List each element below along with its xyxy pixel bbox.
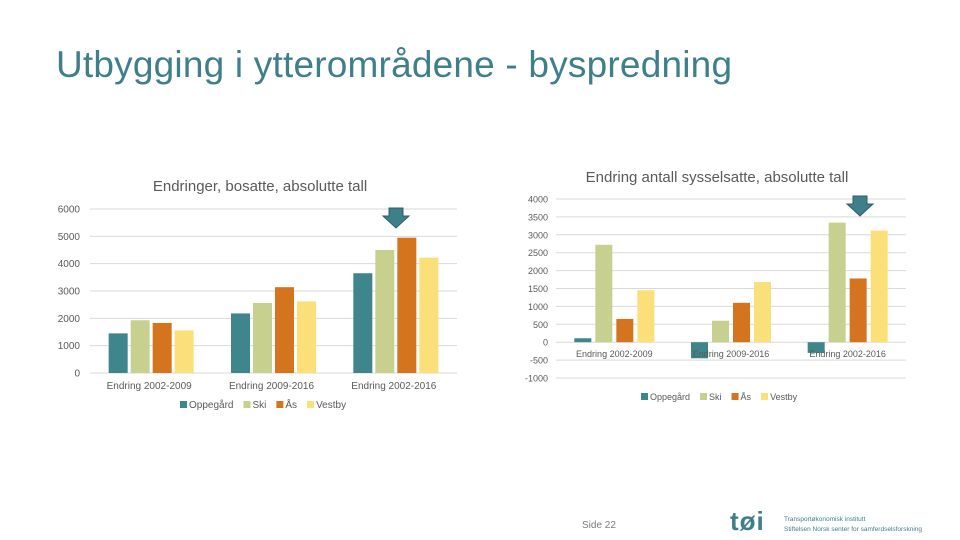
chart-2-bar-ski [712, 320, 729, 343]
chart-2-legend-swatch-vestby [761, 393, 769, 400]
chart-2-category-label: Endring 2002-2016 [809, 349, 886, 359]
chart-2-arrow-marker-icon [845, 195, 875, 217]
chart-2-bar-ås [616, 318, 634, 343]
chart-2-y-tick-label: -1000 [525, 374, 548, 384]
chart-2-legend-swatch-ski [700, 393, 708, 400]
chart-1-legend-label: Ås [285, 398, 297, 411]
chart-2-y-tick-label: 2500 [528, 248, 548, 258]
chart-2-bar-vestby [870, 230, 888, 343]
chart-2-legend-swatch-oppegård [641, 393, 648, 400]
chart-2-bar-ski [828, 222, 846, 343]
chart-2-category-label: Endring 2002-2009 [576, 349, 653, 359]
chart-2-bar-oppegård [691, 342, 708, 359]
chart-1-legend-swatch-ski [243, 401, 251, 408]
chart-2-legend-label: Ås [741, 392, 752, 402]
chart-1-legend-label: Vestby [316, 400, 346, 411]
chart-1-bar-ås [152, 322, 172, 373]
chart-2-y-tick-label: 3500 [528, 212, 548, 222]
chart-1-legend-label: Ski [252, 400, 266, 411]
chart-1-y-tick-label: 2000 [58, 314, 81, 325]
chart-2-y-tick-label: 1000 [528, 302, 548, 312]
chart-1-bar-oppegård [353, 273, 373, 373]
page-number: Side 22 [582, 520, 616, 531]
chart-2-y-tick-label: 2000 [528, 266, 548, 276]
chart-2-y-tick-label: -500 [530, 356, 548, 366]
chart-1-category-label: Endring 2009-2016 [229, 381, 315, 392]
chart-1-legend-swatch-vestby [307, 401, 315, 408]
chart-2-y-tick-label: 500 [533, 320, 548, 330]
chart-2-legend-label: Ski [709, 392, 722, 402]
chart-1-category-label: Endring 2002-2009 [107, 381, 193, 392]
chart-2-y-tick-label: 3000 [528, 230, 548, 240]
chart-1-bar-ås [275, 287, 294, 373]
chart-1-y-tick-label: 4000 [58, 259, 81, 270]
chart-2-y-tick-label: 0 [543, 338, 548, 348]
chart-2-bar-ås [849, 278, 867, 343]
chart-1-bar-ski [253, 303, 272, 373]
chart-2-bar-ås [733, 302, 750, 343]
chart-1-bar-vestby [174, 330, 194, 373]
chart-2-bar-vestby [754, 282, 771, 343]
logo-caption-line1: Transportøkonomisk institutt [784, 516, 866, 523]
chart-1-legend-swatch-oppegård [180, 401, 187, 408]
chart-2-y-tick-label: 4000 [528, 195, 548, 205]
slide-title: Utbygging i ytterområdene - byspredning [56, 44, 733, 85]
chart-1-bar-vestby [297, 301, 316, 373]
chart-2-bar-vestby [637, 290, 655, 343]
chart-2-bar-ski [595, 244, 613, 343]
chart-1-y-tick-label: 6000 [58, 205, 81, 216]
chart-2-bar-oppegård [807, 342, 825, 353]
chart-1-legend-label: Oppegård [189, 399, 233, 411]
toi-logo: tøi [730, 506, 765, 536]
chart-1-arrow-marker-icon [381, 207, 411, 229]
chart-1-title: Endringer, bosatte, absolutte tall [153, 178, 367, 195]
chart-1-bar-oppegård [231, 313, 250, 373]
chart-2-y-tick-label: 1500 [528, 284, 548, 294]
chart-1-bar-ås [397, 237, 417, 373]
chart-1-bar-ski [130, 320, 150, 373]
chart-2-category-label: Endring 2009-2016 [693, 349, 770, 359]
chart-1-y-tick-label: 3000 [58, 287, 81, 298]
chart-1-bar-oppegård [108, 333, 128, 373]
chart-1-legend-swatch-ås [276, 401, 284, 408]
chart-2-bar-oppegård [574, 338, 592, 343]
chart-1-bar-vestby [419, 257, 439, 373]
chart-1-bar-ski [375, 250, 395, 373]
chart-2-legend-label: Oppegård [650, 392, 690, 402]
logo-caption: Transportøkonomisk institutt Stiftelsen … [784, 515, 922, 535]
chart-1-y-tick-label: 0 [74, 369, 80, 380]
chart-2-legend-label: Vestby [770, 392, 798, 402]
chart-1-category-label: Endring 2002-2016 [351, 381, 437, 392]
chart-2-legend-swatch-ås [731, 393, 739, 400]
chart-1-y-tick-label: 1000 [58, 341, 81, 352]
chart-1-y-tick-label: 5000 [58, 232, 81, 243]
chart-2-title: Endring antall sysselsatte, absolutte ta… [586, 169, 849, 186]
logo-caption-line2: Stiftelsen Norsk senter for samferdselsf… [784, 526, 922, 533]
